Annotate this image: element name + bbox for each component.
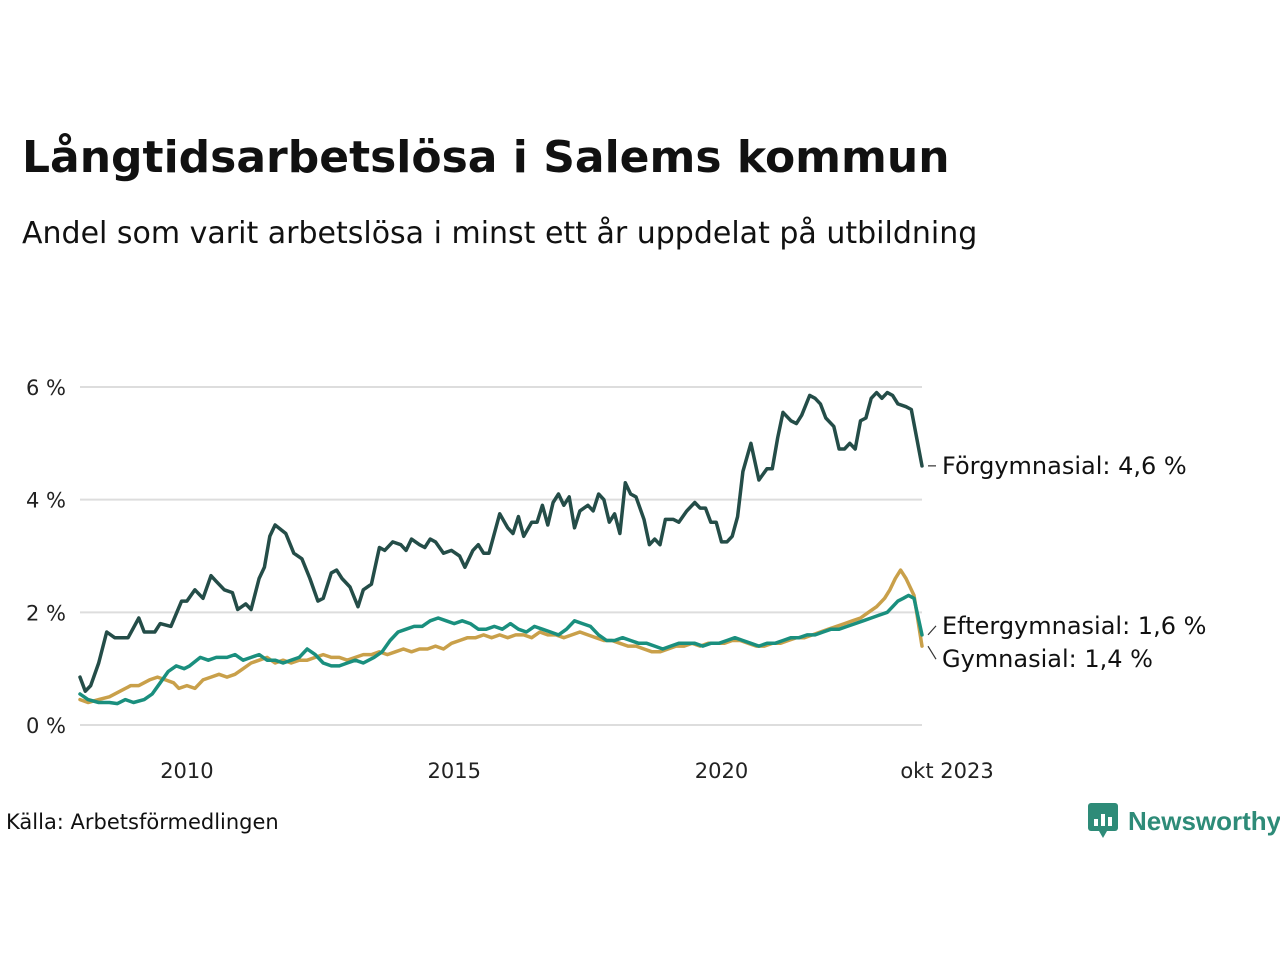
x-tick-label: 2020: [695, 759, 748, 783]
x-tick-label: okt 2023: [900, 759, 993, 783]
newsworthy-logo: Newsworthy: [1088, 803, 1280, 839]
y-axis-ticks: 0 % 2 % 4 % 6 %: [26, 376, 66, 738]
chart-subtitle: Andel som varit arbetslösa i minst ett å…: [22, 216, 978, 251]
grid-lines: [80, 386, 922, 726]
series-label-förgymnasial: Förgymnasial: 4,6 %: [942, 452, 1187, 480]
series-labels: Förgymnasial: 4,6 % Eftergymnasial: 1,6 %…: [927, 452, 1206, 673]
series-line-förgymnasial: [78, 390, 924, 693]
x-tick-label: 2010: [160, 759, 213, 783]
label-leader-eftergymnasial: [927, 625, 937, 636]
y-tick-label: 6 %: [26, 376, 66, 400]
y-tick-label: 2 %: [26, 601, 66, 625]
series-lines: [78, 390, 924, 706]
y-tick-label: 0 %: [26, 714, 66, 738]
series-label-eftergymnasial: Eftergymnasial: 1,6 %: [942, 612, 1206, 640]
series-line-eftergymnasial: [78, 593, 924, 706]
x-tick-label: 2015: [427, 759, 480, 783]
newsworthy-icon: [1088, 803, 1118, 838]
x-axis-ticks: 2010 2015 2020 okt 2023: [160, 759, 993, 783]
source-note: Källa: Arbetsförmedlingen: [6, 810, 279, 834]
chart-title: Långtidsarbetslösa i Salems kommun: [22, 132, 950, 183]
y-tick-label: 4 %: [26, 489, 66, 513]
label-leader-gymnasial: [927, 645, 937, 660]
brand-name: Newsworthy: [1128, 805, 1280, 836]
series-label-gymnasial: Gymnasial: 1,4 %: [942, 645, 1153, 673]
